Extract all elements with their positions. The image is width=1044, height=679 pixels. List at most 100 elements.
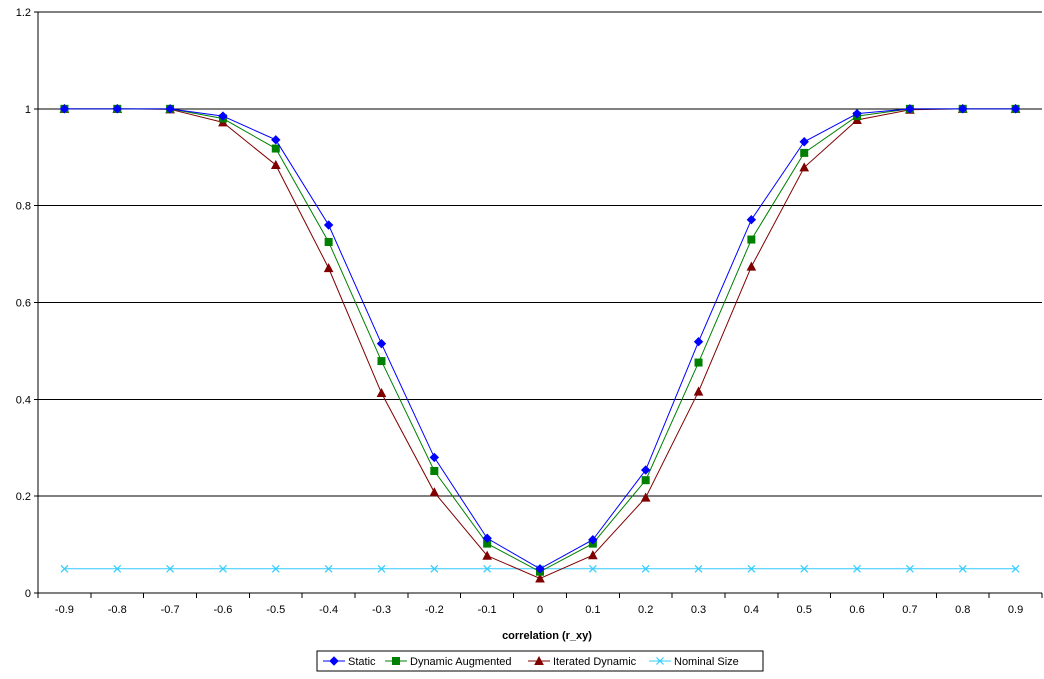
data-point-nominal-size xyxy=(271,564,280,573)
data-point-static xyxy=(588,535,598,545)
data-point-static xyxy=(852,108,862,119)
data-point-iterated-dynamic xyxy=(270,159,281,169)
data-point-static xyxy=(693,337,704,347)
data-point-static xyxy=(905,104,915,114)
data-point-static xyxy=(323,220,334,230)
data-point-static xyxy=(429,452,440,463)
data-point-dynamic-augmented xyxy=(641,476,650,485)
data-point-iterated-dynamic xyxy=(376,387,387,398)
data-point-nominal-size xyxy=(958,564,967,573)
legend-label-iterated-dynamic: Iterated Dynamic xyxy=(553,656,637,668)
legend-marker-iterated-dynamic xyxy=(534,655,544,665)
data-point-nominal-size xyxy=(800,564,809,573)
series-layer xyxy=(59,103,1021,583)
y-tick-labels: 0 0.2 0.4 0.6 0.8 1 1.2 xyxy=(16,7,31,600)
series-line-static xyxy=(64,108,1016,570)
legend-item-static: Static xyxy=(323,656,376,668)
legend-item-dynamic-augmented: Dynamic Augmented xyxy=(385,656,512,668)
legend-marker-nominal-size xyxy=(656,657,664,665)
legend-marker-dynamic-augmented xyxy=(392,657,400,665)
data-point-dynamic-augmented xyxy=(271,144,280,153)
data-point-nominal-size xyxy=(905,564,914,573)
data-point-dynamic-augmented xyxy=(430,466,439,475)
x-tick-label: -0.4 xyxy=(319,604,338,616)
x-tick-label: -0.9 xyxy=(55,604,74,616)
data-point-static xyxy=(218,111,228,121)
x-tick-label: 0.2 xyxy=(638,604,653,616)
data-point-dynamic-augmented xyxy=(694,358,703,367)
data-point-dynamic-augmented xyxy=(324,237,333,246)
x-tick-label: -0.8 xyxy=(108,604,127,616)
legend-marker-static xyxy=(329,656,339,666)
series-iterated-dynamic xyxy=(59,103,1021,583)
y-tick-label: 0.8 xyxy=(16,201,31,213)
series-line-iterated-dynamic xyxy=(64,108,1016,580)
legend: Static Dynamic Augmented Iterated Dynamic N… xyxy=(316,650,764,672)
data-point-iterated-dynamic xyxy=(746,261,757,271)
data-point-nominal-size xyxy=(588,564,597,573)
y-tick-label: 1 xyxy=(25,104,31,116)
data-point-iterated-dynamic xyxy=(482,550,492,560)
series-line-dynamic-augmented xyxy=(64,108,1016,573)
series-static xyxy=(59,104,1021,574)
y-tick-label: 0.6 xyxy=(16,298,31,310)
data-point-static xyxy=(112,104,122,114)
gridlines xyxy=(38,11,1042,497)
data-point-static xyxy=(746,215,757,225)
legend-label-nominal-size: Nominal Size xyxy=(674,656,739,668)
data-point-iterated-dynamic xyxy=(323,263,334,273)
data-point-nominal-size xyxy=(1011,564,1020,573)
x-tick-labels: -0.9 -0.8 -0.7 -0.6 -0.5 -0.4 -0.3 -0.2 -0.1 0 0.1… xyxy=(55,604,1023,616)
x-tick-label: -0.6 xyxy=(213,604,232,616)
data-point-iterated-dynamic xyxy=(429,487,440,497)
x-tick-label: 0 xyxy=(537,604,543,616)
x-tick-label: -0.5 xyxy=(266,604,285,616)
y-tick-label: 0.2 xyxy=(16,491,31,503)
y-tick-label: 0 xyxy=(25,588,31,600)
axes xyxy=(34,11,1043,598)
data-point-nominal-size xyxy=(694,564,703,573)
data-point-static xyxy=(165,104,175,114)
data-point-nominal-size xyxy=(377,564,386,573)
data-point-static xyxy=(799,137,809,147)
data-point-nominal-size xyxy=(166,564,175,573)
x-tick-label: -0.3 xyxy=(372,604,391,616)
data-point-static xyxy=(1010,104,1021,114)
data-point-static xyxy=(271,135,281,145)
x-tick-label: 0.7 xyxy=(902,604,917,616)
data-point-static xyxy=(376,338,387,349)
x-tick-label: 0.4 xyxy=(744,604,759,616)
x-tick-label: -0.2 xyxy=(425,604,444,616)
x-tick-label: 0.1 xyxy=(585,604,600,616)
x-tick-label: -0.1 xyxy=(478,604,497,616)
x-tick-label: 0.5 xyxy=(797,604,812,616)
data-point-static xyxy=(482,533,492,543)
data-point-iterated-dynamic xyxy=(693,386,704,396)
x-tick-label: 0.9 xyxy=(1008,604,1023,616)
data-point-iterated-dynamic xyxy=(588,550,598,560)
legend-label-static: Static xyxy=(348,656,376,668)
data-point-nominal-size xyxy=(853,564,861,573)
x-tick-label: 0.6 xyxy=(849,604,864,616)
data-point-static xyxy=(958,104,968,114)
series-dynamic-augmented xyxy=(60,104,1020,576)
data-point-nominal-size xyxy=(430,564,439,573)
data-point-nominal-size xyxy=(641,564,650,573)
data-point-static xyxy=(640,465,651,475)
data-point-nominal-size xyxy=(113,564,122,573)
x-tick-label: 0.3 xyxy=(691,604,706,616)
data-point-dynamic-augmented xyxy=(800,148,809,157)
y-tick-label: 1.2 xyxy=(16,7,31,19)
data-point-nominal-size xyxy=(324,564,333,573)
x-tick-label: -0.7 xyxy=(161,604,180,616)
data-point-nominal-size xyxy=(747,564,756,573)
legend-item-nominal-size: Nominal Size xyxy=(649,656,739,668)
x-axis-title: correlation (r_xy) xyxy=(502,630,592,642)
x-tick-label: 0.8 xyxy=(955,604,970,616)
y-tick-label: 0.4 xyxy=(16,394,31,406)
data-point-dynamic-augmented xyxy=(747,235,756,244)
legend-label-dynamic-augmented: Dynamic Augmented xyxy=(410,656,512,668)
data-point-iterated-dynamic xyxy=(640,492,651,502)
data-point-static xyxy=(59,104,70,114)
